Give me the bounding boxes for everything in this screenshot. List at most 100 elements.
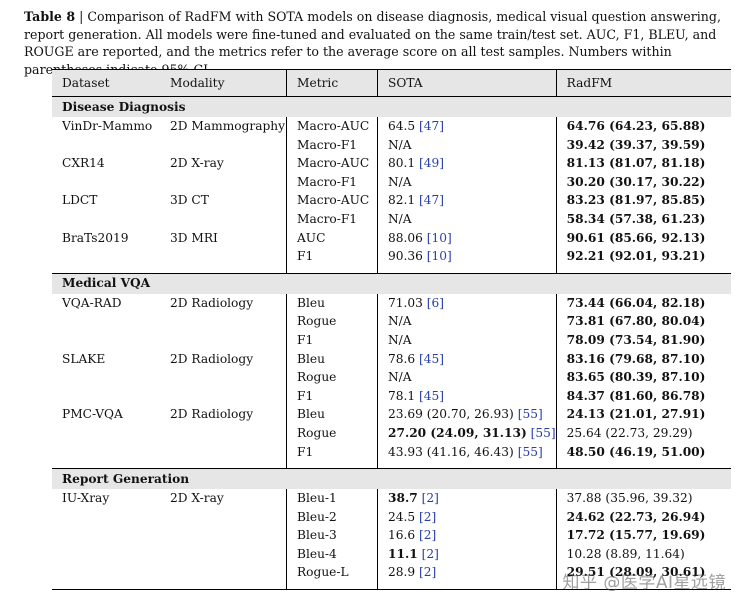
spacer-cell (555, 582, 731, 591)
sota-value: N/A (388, 332, 412, 347)
citation-link[interactable]: [55] (517, 407, 543, 422)
citation-link[interactable]: [47] (419, 119, 445, 133)
metric-cell: Rogue-L (286, 563, 378, 583)
sota-value: N/A (388, 211, 412, 226)
sota-value: 24.5 (388, 509, 416, 524)
table-row: Bleu-3 16.6 [2] 17.72 (15.77, 19.69) (52, 526, 731, 545)
sota-value: N/A (388, 370, 412, 385)
radfm-cell: 64.76 (64.23, 65.88) (555, 117, 731, 136)
radfm-value: 64.76 (64.23, 65.88) (566, 119, 706, 133)
modality-cell (160, 508, 287, 527)
sota-cell: N/A (377, 172, 557, 192)
dataset-cell (52, 526, 160, 545)
radfm-cell: 58.34 (57.38, 61.23) (555, 209, 731, 229)
table-row: Rogue 27.20 (24.09, 31.13) [55] 25.64 (22.… (52, 423, 731, 443)
sota-value: 80.1 (388, 156, 416, 171)
spacer-cell (377, 461, 557, 469)
citation-link[interactable]: [6] (426, 295, 445, 310)
table-row: Bleu-2 24.5 [2] 24.62 (22.73, 26.94) (52, 507, 731, 527)
citation-link[interactable]: [10] (426, 230, 452, 245)
sota-value: 28.9 (388, 565, 416, 580)
radfm-value: 58.34 (57.38, 61.23) (566, 211, 706, 226)
metric-cell: Macro-F1 (286, 172, 378, 192)
citation-link[interactable]: [49] (419, 156, 445, 171)
sota-cell: 78.6 [45] (377, 349, 557, 369)
modality-cell (160, 563, 287, 582)
radfm-value: 48.50 (46.19, 51.00) (566, 444, 706, 459)
citation-link[interactable]: [55] (517, 444, 543, 459)
metric-cell: F1 (286, 330, 378, 350)
spacer-cell (286, 582, 378, 591)
radfm-cell: 25.64 (22.73, 29.29) (555, 423, 731, 443)
radfm-value: 29.51 (28.09, 30.61) (566, 565, 706, 580)
section-title: Medical VQA (52, 272, 731, 294)
spacer-cell (52, 461, 160, 469)
metric-cell: Rogue (286, 368, 378, 387)
citation-link[interactable]: [2] (421, 546, 439, 561)
table-row: PMC-VQA 2D Radiology Bleu 23.69 (20.70, 26.… (52, 405, 731, 424)
modality-cell (160, 331, 287, 350)
radfm-value: 73.81 (67.80, 80.04) (566, 314, 706, 329)
table-row: Rogue N/A 83.65 (80.39, 87.10) (52, 368, 731, 387)
table-row: SLAKE 2D Radiology Bleu 78.6 [45] 83.16 (79.… (52, 349, 731, 369)
radfm-cell: 83.23 (81.97, 85.85) (555, 191, 731, 210)
citation-link[interactable]: [10] (426, 249, 452, 264)
dataset-cell: SLAKE (62, 351, 106, 366)
sota-value: N/A (388, 137, 412, 152)
metric-cell: Macro-AUC (286, 191, 378, 210)
row-spacer (52, 582, 731, 591)
table-row: F1 43.93 (41.16, 46.43) [55] 48.50 (46.19,… (52, 442, 731, 462)
dataset-cell (52, 443, 160, 462)
comparison-table: Dataset Modality Metric SOTA RadFM Disea… (52, 69, 731, 591)
radfm-cell: 81.13 (81.07, 81.18) (555, 154, 731, 173)
radfm-value: 83.65 (80.39, 87.10) (566, 370, 706, 385)
modality-cell (160, 443, 287, 462)
caption-text: | Comparison of RadFM with SOTA models o… (24, 9, 721, 77)
sota-value: 88.06 (388, 230, 423, 245)
sota-cell: 16.6 [2] (377, 526, 557, 545)
sota-cell: 90.36 [10] (377, 247, 557, 266)
radfm-value: 78.09 (73.54, 81.90) (566, 332, 706, 347)
modality-cell: 2D Mammography (170, 119, 286, 133)
table-row: Bleu-4 11.1 [2] 10.28 (8.89, 11.64) (52, 544, 731, 564)
metric-cell: Bleu-4 (286, 544, 378, 564)
table-row: F1 90.36 [10] 92.21 (92.01, 93.21) (52, 247, 731, 266)
dataset-cell (52, 210, 160, 229)
modality-cell (160, 312, 287, 331)
radfm-value: 83.23 (81.97, 85.85) (566, 193, 706, 208)
sota-cell: 78.1 [45] (377, 386, 557, 406)
dataset-cell: PMC-VQA (62, 407, 123, 422)
citation-link[interactable]: [45] (419, 351, 445, 366)
dataset-cell (52, 331, 160, 350)
dataset-cell: VinDr-Mammo (62, 119, 153, 133)
citation-link[interactable]: [2] (419, 528, 437, 543)
spacer-cell (377, 582, 557, 591)
sota-value: 78.1 (388, 388, 416, 403)
modality-cell (160, 210, 287, 229)
metric-cell: F1 (286, 386, 378, 406)
citation-link[interactable]: [2] (421, 491, 439, 506)
header-radfm: RadFM (555, 69, 731, 97)
spacer-cell (555, 265, 731, 274)
radfm-cell: 83.65 (80.39, 87.10) (555, 368, 731, 387)
sota-value: 82.1 (388, 193, 416, 208)
sota-value: 78.6 (388, 351, 416, 366)
table-row: Rogue N/A 73.81 (67.80, 80.04) (52, 312, 731, 331)
citation-link[interactable]: [2] (419, 509, 437, 524)
dataset-cell: CXR14 (62, 156, 105, 171)
citation-link[interactable]: [55] (530, 425, 556, 440)
dataset-cell (52, 563, 160, 582)
citation-link[interactable]: [47] (419, 193, 445, 208)
sota-cell: N/A (377, 368, 557, 387)
citation-link[interactable]: [2] (419, 565, 437, 580)
sota-value: 38.7 (388, 491, 418, 506)
metric-cell: Bleu-2 (286, 507, 378, 527)
dataset-cell (52, 247, 160, 266)
header-sota: SOTA (377, 69, 557, 97)
citation-link[interactable]: [45] (419, 388, 445, 403)
sota-cell: 23.69 (20.70, 26.93) [55] (377, 405, 557, 424)
radfm-value: 30.20 (30.17, 30.22) (566, 174, 706, 189)
modality-cell (160, 526, 287, 545)
sota-value: 71.03 (388, 295, 423, 310)
metric-cell: AUC (286, 228, 378, 248)
